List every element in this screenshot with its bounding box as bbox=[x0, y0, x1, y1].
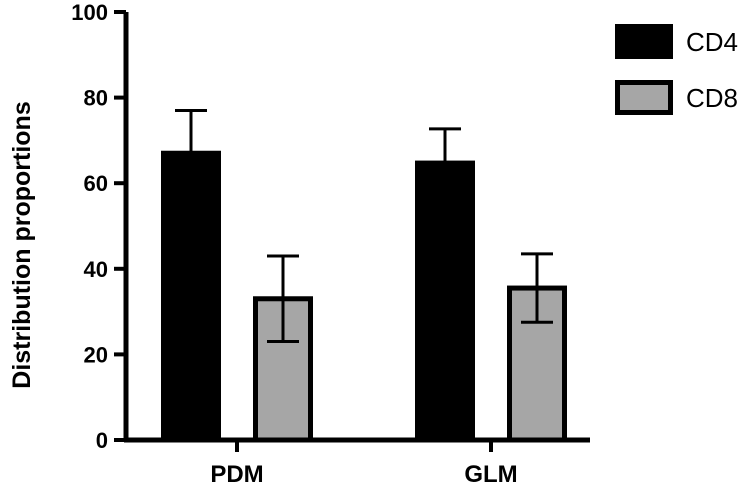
error-bar-pdm-cd4 bbox=[175, 108, 207, 154]
error-bars-group bbox=[175, 108, 553, 344]
y-tick-label-5: 100 bbox=[71, 0, 108, 25]
error-bar-pdm-cd8 bbox=[267, 254, 299, 344]
y-axis-label: Distribution proportions bbox=[8, 101, 36, 388]
bars-group bbox=[161, 150, 567, 443]
legend-swatch-cd8 bbox=[615, 80, 673, 115]
bar-glm-cd4 bbox=[415, 160, 475, 443]
legend-label-cd4: CD4 bbox=[686, 27, 738, 57]
x-axis-ticks: PDM GLM bbox=[210, 440, 518, 488]
y-axis-ticks: 0 20 40 60 80 100 bbox=[71, 0, 126, 453]
legend-swatch-cd4 bbox=[615, 24, 673, 59]
bar-pdm-cd4 bbox=[161, 150, 221, 443]
x-tick-label-1: GLM bbox=[464, 461, 517, 488]
legend: CD4 CD8 bbox=[615, 24, 738, 115]
legend-label-cd8: CD8 bbox=[686, 83, 738, 113]
y-tick-label-0: 0 bbox=[96, 428, 108, 453]
y-tick-label-2: 40 bbox=[84, 257, 108, 282]
error-bar-glm-cd8 bbox=[521, 252, 553, 324]
x-tick-label-0: PDM bbox=[210, 461, 263, 488]
y-tick-label-3: 60 bbox=[84, 171, 108, 196]
y-tick-label-1: 20 bbox=[84, 342, 108, 367]
y-tick-label-4: 80 bbox=[84, 86, 108, 111]
error-bar-glm-cd4 bbox=[429, 127, 461, 164]
